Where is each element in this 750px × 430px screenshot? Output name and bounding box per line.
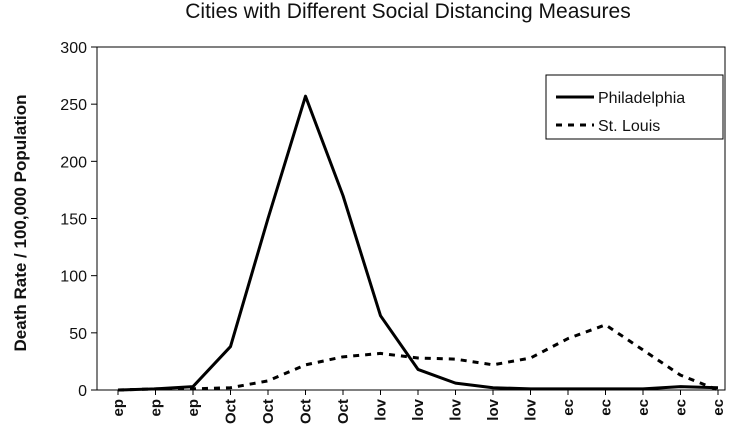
x-tick-label: ec <box>635 399 652 416</box>
y-tick-label: 300 <box>60 40 87 57</box>
y-tick-label: 200 <box>60 154 87 171</box>
x-tick-label: ep <box>148 399 165 417</box>
x-tick-label: ep <box>110 399 127 417</box>
y-tick-label: 150 <box>60 212 87 229</box>
x-tick-label: lov <box>410 398 427 420</box>
x-tick-label: Oct <box>335 399 352 424</box>
x-axis-ticks: ep ep ep Oct Oct Oct Oct lov lov lov lov lov ec ec ec e… <box>110 390 727 424</box>
series-lines <box>117 94 719 392</box>
legend-label-st-louis: St. Louis <box>598 118 660 135</box>
x-tick-label: Oct <box>298 399 315 424</box>
legend: Philadelphia St. Louis <box>545 74 724 140</box>
x-tick-label: lov <box>485 398 502 420</box>
legend-label-philadelphia: Philadelphia <box>598 90 685 107</box>
chart-title: Cities with Different Social Distancing … <box>185 0 630 23</box>
x-tick-label: ep <box>185 399 202 417</box>
y-tick-label: 50 <box>69 326 87 343</box>
x-tick-label: Oct <box>223 399 240 424</box>
x-tick-label: Oct <box>260 399 277 424</box>
series-line-philadelphia <box>117 94 719 392</box>
x-tick-label: ec <box>598 399 615 416</box>
series-line-st-louis <box>117 323 719 392</box>
legend-box <box>545 74 724 140</box>
y-axis-ticks: 0 50 100 150 200 250 300 <box>60 40 97 400</box>
x-tick-label: lov <box>523 398 540 420</box>
x-tick-label: lov <box>448 398 465 420</box>
y-tick-label: 100 <box>60 269 87 286</box>
x-tick-label: ec <box>710 399 727 416</box>
x-tick-label: lov <box>373 398 390 420</box>
y-axis-label: Death Rate / 100,000 Population <box>11 95 30 352</box>
x-tick-label: ec <box>560 399 577 416</box>
y-tick-label: 0 <box>78 383 87 400</box>
x-tick-label: ec <box>673 399 690 416</box>
y-tick-label: 250 <box>60 97 87 114</box>
